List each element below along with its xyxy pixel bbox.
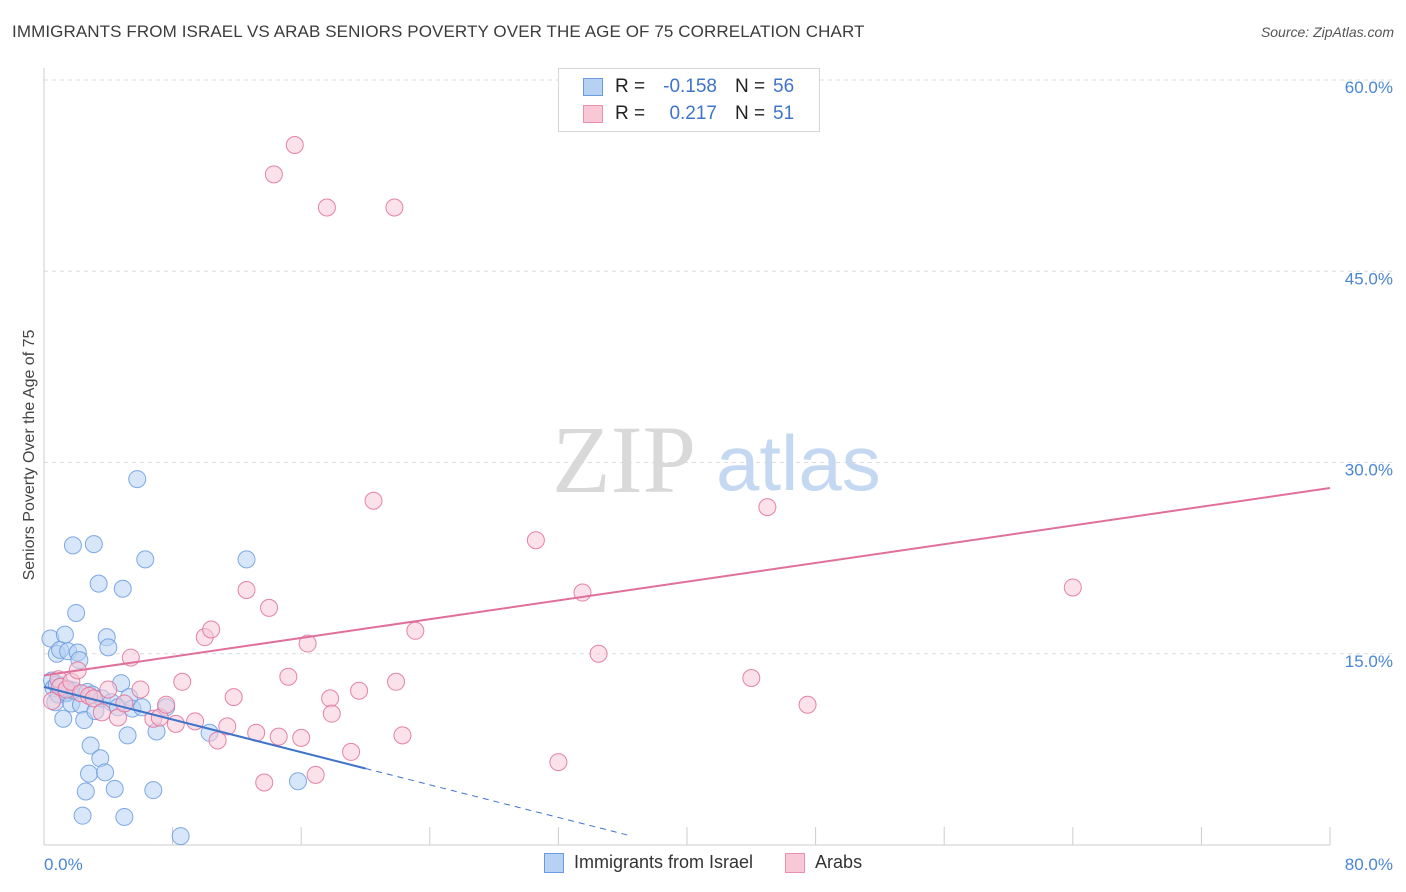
point-israel — [113, 579, 132, 598]
point-arabs — [393, 726, 412, 745]
legend-r-label: R = — [615, 103, 646, 124]
point-arabs — [260, 598, 279, 617]
point-israel — [115, 807, 134, 826]
point-israel — [76, 782, 95, 801]
point-arabs — [298, 634, 317, 653]
point-israel — [81, 736, 100, 755]
data-points — [41, 136, 1082, 846]
point-arabs — [364, 491, 383, 510]
y-tick-label: 60.0% — [1345, 78, 1393, 97]
point-arabs — [285, 136, 304, 155]
point-israel — [63, 536, 82, 555]
point-arabs — [224, 688, 243, 707]
point-arabs — [317, 198, 336, 217]
point-arabs — [279, 667, 298, 686]
legend-swatch-arabs — [583, 105, 603, 123]
point-arabs — [131, 680, 150, 699]
point-israel — [118, 726, 137, 745]
watermark-atlas: atlas — [716, 419, 881, 507]
point-arabs — [306, 765, 325, 784]
legend-row-israel: R = -0.158 N = 56 — [583, 75, 794, 99]
point-arabs — [526, 531, 545, 550]
point-israel — [89, 574, 108, 593]
y-tick-label: 15.0% — [1345, 652, 1393, 671]
point-arabs — [292, 728, 311, 747]
point-arabs — [342, 742, 361, 761]
point-arabs — [350, 681, 369, 700]
point-arabs — [255, 773, 274, 792]
point-arabs — [269, 727, 288, 746]
legend-r-value: 0.217 — [669, 103, 717, 124]
point-arabs — [99, 680, 118, 699]
point-israel — [144, 781, 163, 800]
trend-line-israel-extension — [365, 768, 631, 837]
source-label: Source: ZipAtlas.com — [1260, 24, 1394, 40]
point-israel — [55, 625, 74, 644]
point-israel — [105, 779, 124, 798]
legend-label-israel: Immigrants from Israel — [574, 852, 754, 872]
point-arabs — [321, 689, 340, 708]
correlation-legend: R = -0.158 N = 56 R = 0.217 N = 51 — [558, 68, 820, 132]
point-israel — [67, 603, 86, 622]
point-arabs — [589, 644, 608, 663]
legend-label-arabs: Arabs — [815, 852, 863, 872]
point-arabs — [157, 695, 176, 714]
point-arabs — [202, 620, 221, 639]
legend-r-label: R = — [615, 76, 646, 97]
x-tick-label: 0.0% — [44, 855, 83, 874]
legend-swatch-arabs — [785, 852, 806, 873]
trend-line-arabs — [43, 487, 1331, 677]
y-axis-label: Seniors Poverty Over the Age of 75 — [21, 330, 38, 581]
trend-lines — [43, 487, 1331, 837]
point-arabs — [237, 581, 256, 599]
legend-row-arabs: R = 0.217 N = 51 — [583, 102, 794, 126]
legend-swatch-israel — [583, 78, 603, 96]
point-israel — [84, 535, 103, 554]
point-israel — [96, 763, 115, 782]
point-israel — [80, 764, 99, 783]
tick-labels: 15.0% 30.0% 45.0% 60.0% 0.0% 80.0% — [44, 78, 1393, 874]
legend-n-label: N = — [735, 103, 766, 124]
point-arabs — [549, 753, 568, 772]
point-israel — [73, 806, 92, 825]
chart-title: IMMIGRANTS FROM ISRAEL VS ARAB SENIORS P… — [12, 22, 865, 41]
point-israel — [288, 772, 307, 791]
point-israel — [54, 709, 73, 728]
point-arabs — [173, 672, 192, 691]
y-tick-label: 45.0% — [1345, 269, 1393, 288]
legend-item-israel[interactable]: Immigrants from Israel — [544, 852, 753, 873]
point-arabs — [387, 672, 406, 691]
legend-n-label: N = — [735, 76, 766, 97]
y-tick-label: 30.0% — [1345, 461, 1393, 480]
point-israel — [136, 550, 155, 569]
watermark-zip: ZIP — [552, 406, 696, 513]
point-arabs — [758, 498, 777, 517]
legend-swatch-israel — [544, 852, 564, 873]
legend-n-value: 51 — [773, 103, 795, 124]
point-arabs — [92, 703, 111, 722]
point-israel — [237, 550, 256, 569]
legend-n-value: 56 — [773, 76, 795, 97]
point-arabs — [264, 165, 283, 184]
point-arabs — [43, 691, 62, 710]
axes — [43, 68, 1331, 846]
x-tick-label: 80.0% — [1345, 855, 1393, 874]
trend-line-israel — [43, 685, 366, 770]
legend-r-value: -0.158 — [663, 76, 717, 97]
legend-item-arabs[interactable]: Arabs — [785, 852, 862, 873]
point-arabs — [742, 668, 761, 687]
point-israel — [99, 638, 118, 657]
point-arabs — [1063, 578, 1082, 597]
point-arabs — [385, 198, 404, 217]
point-arabs — [406, 621, 425, 640]
point-arabs — [798, 695, 817, 714]
point-israel — [171, 827, 190, 846]
point-arabs — [218, 717, 237, 736]
point-israel — [128, 470, 147, 489]
series-legend: Immigrants from Israel Arabs — [544, 852, 894, 873]
point-arabs — [322, 704, 341, 723]
